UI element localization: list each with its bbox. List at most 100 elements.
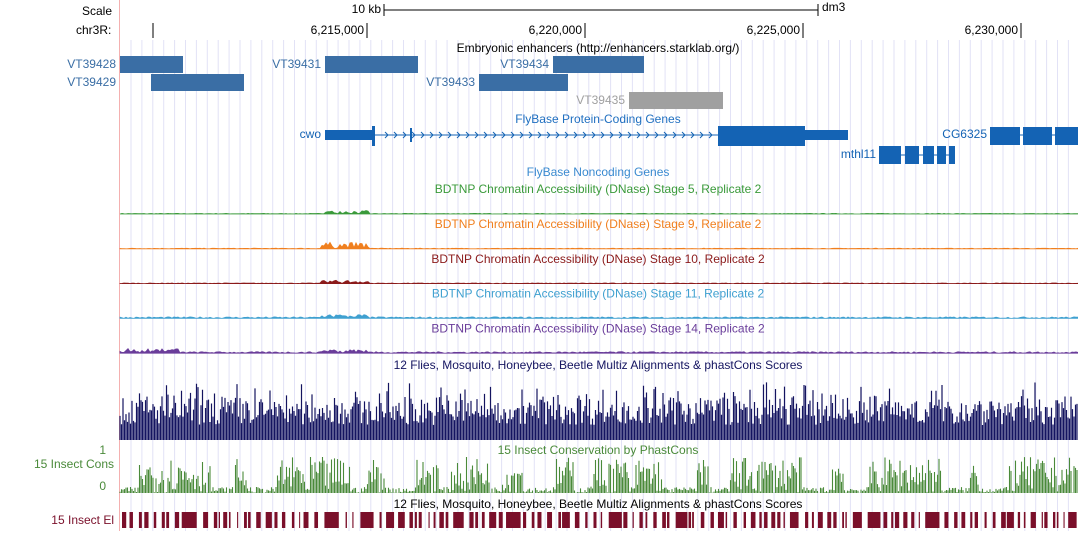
conserved-element [531,512,535,528]
conserved-element [352,512,354,528]
exon [805,130,848,140]
conserved-element [265,512,272,528]
conserved-element [274,512,278,528]
conserved-element [764,512,768,528]
conserved-element [961,512,966,528]
strand-arrow [474,131,479,139]
conserved-element [1052,512,1056,528]
conserved-element [833,512,837,528]
conserved-element [954,512,958,528]
conserved-element [223,512,228,528]
conserved-element [717,512,724,528]
conserved-element [918,512,920,528]
conserved-element [379,512,382,528]
exon [718,126,805,146]
strand-arrow [420,131,425,139]
conserved-element [181,512,197,528]
scale-label: Scale [82,4,112,18]
chrom-label: chr3R: [76,23,111,37]
strand-arrow [393,131,398,139]
exon [879,146,901,164]
track-title: 12 Flies, Mosquito, Honeybee, Beetle Mul… [394,497,803,511]
exon [937,146,946,164]
conserved-element [324,512,339,528]
strand-arrow [447,131,452,139]
strand-arrow [699,131,704,139]
track-label: 15 Insect El [51,513,114,527]
conserved-element [1030,512,1036,528]
conserved-element [303,512,309,528]
conserved-element [138,512,142,528]
conserved-element [827,512,832,528]
conserved-element [161,512,165,528]
exon [325,130,373,140]
conserved-element [506,512,521,528]
dnase-signal [119,348,1078,354]
track-title: BDTNP Chromatin Accessibility (DNase) St… [432,287,765,301]
track-title: BDTNP Chromatin Accessibility (DNase) St… [435,182,762,196]
strand-arrow [384,131,389,139]
strand-arrow [555,131,560,139]
gene-label: mthl11 [841,147,876,161]
strand-arrow [708,131,713,139]
strand-arrow [645,131,650,139]
strand-arrow [681,131,686,139]
conserved-element [600,512,603,528]
enhancer [151,74,244,91]
conserved-element [558,512,561,528]
conserved-element [688,512,692,528]
assembly-label: dm3 [822,0,846,14]
conserved-element [608,512,622,528]
conserved-element [992,512,996,528]
strand-arrow [510,131,515,139]
conserved-element [759,512,762,528]
strand-arrow [564,131,569,139]
conserved-element [386,512,395,528]
dnase-signal [119,279,1078,285]
conserved-element [750,512,756,528]
exon [949,146,955,164]
enhancer [479,74,568,91]
strand-arrow [429,131,434,139]
strand-arrow [483,131,488,139]
conserved-element [974,512,979,528]
conserved-element [639,512,643,528]
conserved-element [1006,512,1014,528]
conserved-element [229,512,231,528]
conserved-element [777,512,781,528]
strand-arrow [402,131,407,139]
enhancer [325,56,418,73]
conserved-element [789,512,799,528]
conserved-element [867,512,881,528]
conserved-element [203,512,209,528]
exon [1055,127,1078,145]
ruler-tick-label: 6,215,000 [311,23,365,37]
conserved-element [667,512,670,528]
conserved-element [771,512,776,528]
conserved-element [632,512,634,528]
conserved-element [970,512,973,528]
conserved-element [903,512,908,528]
strand-arrow [546,131,551,139]
conserved-element [710,512,714,528]
strand-arrow [519,131,524,139]
strand-arrow [465,131,470,139]
conserved-element [593,512,597,528]
conserved-element [475,512,479,528]
track-title: 15 Insect Conservation by PhastCons [498,443,699,457]
conserved-element [1068,512,1077,528]
strand-arrow [618,131,623,139]
strand-arrow [537,131,542,139]
conserved-element [469,512,474,528]
conserved-element [129,512,133,528]
exon [990,127,1020,145]
conserved-element [174,512,180,528]
conserved-element [248,512,251,528]
conserved-element [700,512,705,528]
strand-arrow [528,131,533,139]
exon [410,128,412,142]
strand-arrow [690,131,695,139]
conserved-element [883,512,888,528]
conserved-element [852,512,862,528]
